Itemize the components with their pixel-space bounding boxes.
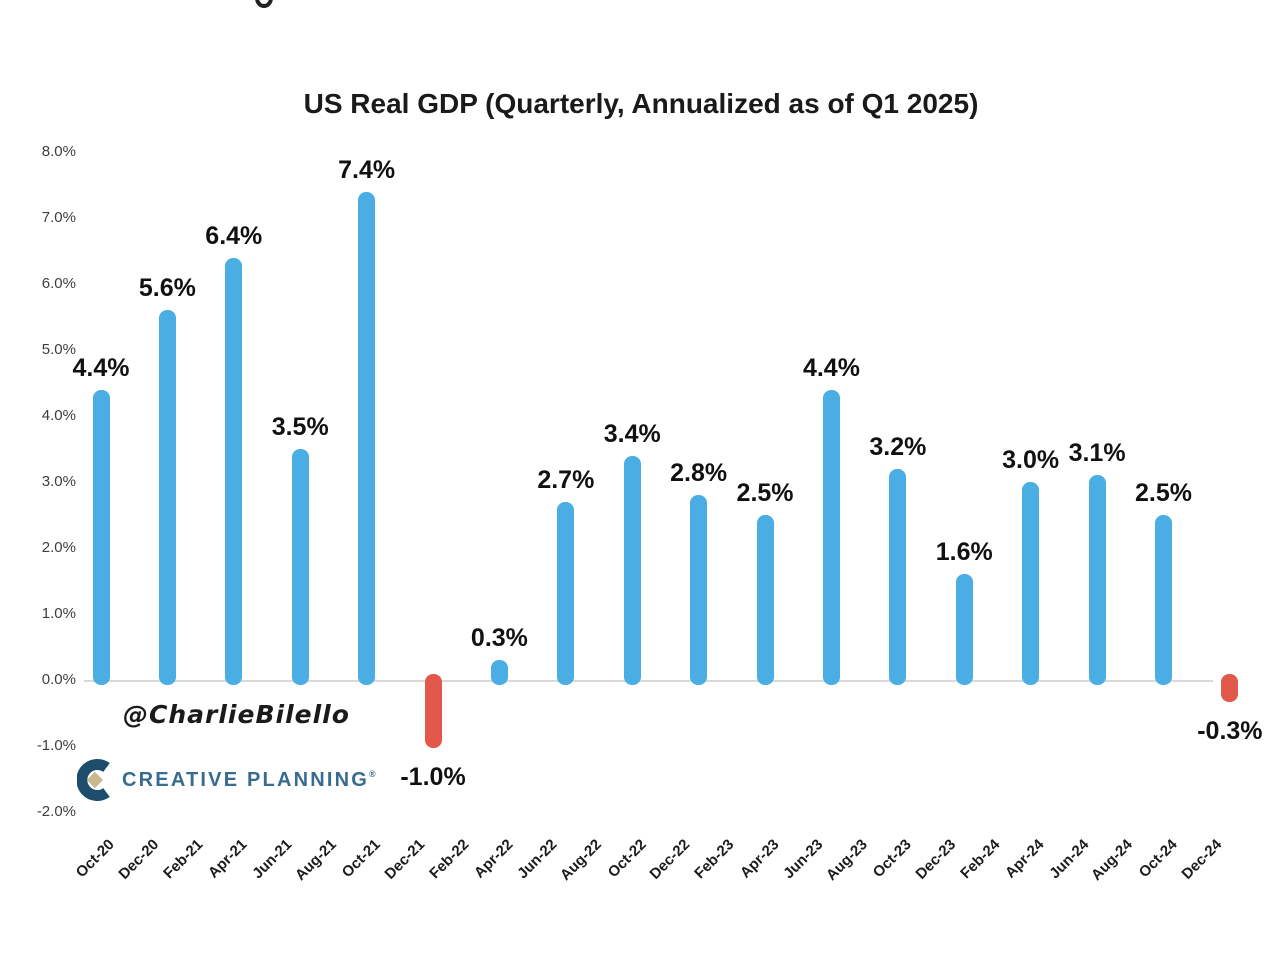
- cropped-text-glyph: [254, 0, 282, 13]
- gdp-bar: [424, 674, 442, 748]
- x-tick-label: Oct-20: [72, 836, 119, 882]
- bar-value-label: 4.4%: [72, 353, 130, 382]
- bar-value-label: 2.7%: [537, 465, 595, 494]
- bar-value-label: 6.4%: [205, 221, 263, 250]
- x-tick-label: Oct-21: [338, 836, 384, 882]
- x-tick-label: Jun-21: [248, 836, 296, 883]
- y-tick-label: 3.0%: [41, 473, 76, 490]
- bar-value-label: 3.1%: [1068, 439, 1126, 468]
- gdp-bar: [1221, 674, 1239, 702]
- creative-planning-c-icon: [77, 759, 110, 801]
- x-tick-label: Apr-23: [736, 836, 783, 882]
- gdp-bar: [889, 468, 907, 685]
- bar-value-label: 3.0%: [1002, 446, 1060, 474]
- y-tick-label: 6.0%: [41, 275, 76, 292]
- bar-value-label: -0.3%: [1197, 716, 1263, 745]
- gdp-bar: [1022, 482, 1040, 685]
- x-tick-label: Dec-21: [381, 836, 428, 883]
- x-tick-label: Dec-23: [912, 836, 960, 883]
- x-tick-label: Aug-21: [291, 836, 340, 884]
- watermark-handle: @CharlieBilello: [123, 700, 350, 729]
- x-tick-label: Jun-23: [780, 836, 827, 883]
- chart-title: US Real GDP (Quarterly, Annualized as of…: [303, 88, 979, 119]
- gdp-bar: [557, 501, 575, 685]
- registered-mark: ®: [369, 768, 378, 779]
- y-tick-label: 0.0%: [41, 671, 76, 688]
- x-tick-label: Aug-22: [557, 836, 606, 884]
- bar-value-label: 3.5%: [271, 413, 329, 441]
- x-tick-label: Dec-24: [1177, 836, 1225, 883]
- y-tick-label: -1.0%: [36, 737, 76, 754]
- bar-value-label: 2.5%: [736, 479, 794, 507]
- bar-value-label: 4.4%: [802, 353, 860, 382]
- bar-value-label: -1.0%: [400, 763, 466, 791]
- bar-value-label: 5.6%: [138, 274, 196, 303]
- x-tick-label: Dec-20: [115, 836, 163, 883]
- y-tick-label: 2.0%: [41, 539, 76, 556]
- x-tick-label: Feb-23: [691, 836, 738, 883]
- bar-value-label: 2.5%: [1134, 479, 1192, 507]
- y-tick-label: 8.0%: [41, 143, 76, 160]
- gdp-bar: [225, 257, 243, 685]
- y-tick-label: 4.0%: [41, 407, 76, 424]
- gdp-bar: [756, 515, 774, 685]
- gdp-bar: [358, 191, 376, 685]
- zero-axis-line: [84, 680, 1213, 682]
- x-tick-label: Jun-22: [514, 836, 561, 883]
- bar-value-label: 3.4%: [603, 419, 661, 448]
- gdp-bar: [623, 455, 641, 685]
- gdp-bar: [1088, 475, 1106, 685]
- gdp-bar: [92, 389, 110, 685]
- x-tick-label: Feb-22: [425, 836, 473, 883]
- gdp-bar: [1154, 515, 1172, 685]
- y-tick-label: -2.0%: [36, 803, 76, 820]
- gdp-bar: [158, 310, 176, 685]
- gdp-bar: [490, 660, 508, 685]
- x-tick-label: Oct-23: [869, 836, 915, 882]
- x-tick-label: Aug-23: [822, 836, 871, 884]
- bar-value-label: 3.2%: [869, 432, 927, 461]
- bar-value-label: 7.4%: [338, 155, 396, 184]
- y-tick-label: 1.0%: [41, 605, 76, 622]
- bar-value-label: 1.6%: [935, 538, 993, 567]
- bar-value-label: 0.3%: [470, 624, 528, 653]
- x-tick-label: Apr-21: [205, 836, 251, 882]
- x-tick-label: Dec-22: [646, 836, 694, 883]
- x-tick-label: Aug-24: [1088, 836, 1137, 884]
- x-tick-label: Oct-22: [604, 836, 650, 882]
- x-tick-label: Feb-21: [160, 836, 207, 883]
- y-tick-label: 5.0%: [41, 341, 76, 358]
- x-tick-label: Apr-22: [470, 836, 517, 882]
- gdp-bar: [291, 449, 309, 685]
- gdp-bar: [955, 574, 973, 685]
- gdp-bar: [822, 389, 840, 685]
- x-tick-label: Oct-24: [1135, 836, 1181, 882]
- creative-planning-logo: CREATIVE PLANNING®: [77, 758, 378, 802]
- x-tick-label: Jun-24: [1045, 836, 1092, 883]
- y-tick-label: 7.0%: [41, 209, 76, 226]
- x-tick-label: Apr-24: [1002, 836, 1048, 882]
- gdp-bar: [690, 495, 708, 685]
- bar-value-label: 2.8%: [670, 459, 728, 488]
- logo-wordmark: CREATIVE PLANNING®: [122, 768, 378, 791]
- x-tick-label: Feb-24: [957, 836, 1004, 883]
